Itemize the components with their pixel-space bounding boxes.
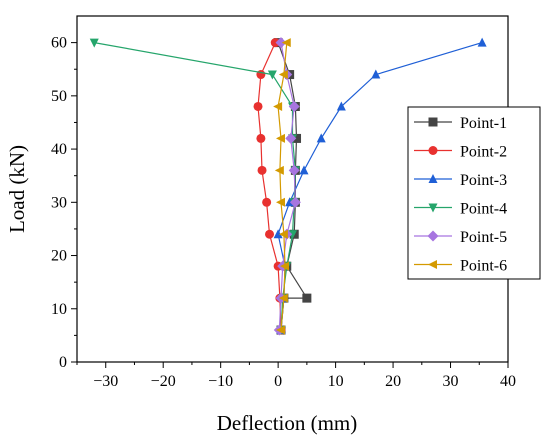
data-point-point-3 bbox=[273, 229, 283, 239]
series-point-6 bbox=[273, 38, 291, 335]
data-point-point-2 bbox=[257, 165, 267, 175]
y-tick-label: 0 bbox=[59, 354, 67, 371]
y-tick-label: 50 bbox=[51, 88, 67, 105]
legend-marker bbox=[428, 146, 438, 155]
legend-label: Point-3 bbox=[460, 172, 507, 189]
y-tick-label: 40 bbox=[51, 141, 67, 158]
series-point-4 bbox=[89, 38, 300, 336]
data-point-point-5 bbox=[275, 37, 287, 49]
legend-label: Point-1 bbox=[460, 115, 507, 132]
legend-marker bbox=[428, 174, 438, 183]
legend-marker bbox=[428, 203, 438, 213]
data-point-point-4 bbox=[267, 70, 277, 80]
series-line-point-2 bbox=[257, 42, 282, 331]
y-tick-label: 60 bbox=[51, 35, 67, 52]
legend-marker bbox=[427, 230, 439, 242]
series-line-point-4 bbox=[94, 42, 297, 331]
data-point-point-3 bbox=[477, 37, 487, 47]
x-tick-label: 40 bbox=[500, 373, 516, 390]
legend-item: Point-4 bbox=[414, 201, 507, 218]
data-point-point-1 bbox=[292, 133, 302, 143]
data-point-point-2 bbox=[253, 101, 263, 111]
data-point-point-3 bbox=[299, 165, 309, 175]
data-point-point-2 bbox=[262, 197, 272, 207]
data-point-point-6 bbox=[276, 133, 286, 143]
axes: −30 −20 −10 0 10 20 30 40 0 10 20 30 40 50 60 bbox=[51, 15, 516, 390]
x-tick-label: 10 bbox=[328, 373, 344, 390]
data-point-point-3 bbox=[316, 133, 326, 143]
x-tick-label: 30 bbox=[443, 373, 459, 390]
legend-label: Point-6 bbox=[460, 258, 507, 275]
x-tick-label: 0 bbox=[274, 373, 282, 390]
series-point-2 bbox=[253, 38, 286, 335]
data-point-point-1 bbox=[302, 293, 312, 303]
legend-item: Point-6 bbox=[414, 258, 507, 275]
legend-marker bbox=[428, 260, 437, 269]
y-axis-title: Load (kN) bbox=[5, 145, 29, 233]
data-point-point-6 bbox=[278, 293, 288, 303]
legend-item: Point-5 bbox=[414, 229, 507, 246]
legend-label: Point-2 bbox=[460, 144, 507, 161]
data-point-point-5 bbox=[289, 196, 301, 208]
data-point-point-4 bbox=[89, 38, 99, 48]
data-point-point-3 bbox=[371, 69, 381, 79]
x-tick-label: −30 bbox=[93, 373, 118, 390]
data-point-point-2 bbox=[265, 229, 275, 239]
data-point-point-6 bbox=[273, 101, 283, 111]
x-tick-label: −10 bbox=[208, 373, 233, 390]
legend-label: Point-5 bbox=[460, 229, 507, 246]
plot-area bbox=[89, 37, 487, 336]
data-point-point-6 bbox=[280, 261, 290, 271]
data-point-point-6 bbox=[276, 197, 286, 207]
x-axis-title: Deflection (mm) bbox=[217, 411, 358, 435]
series-line-point-6 bbox=[277, 42, 288, 331]
series-line-point-5 bbox=[278, 42, 297, 331]
data-point-point-6 bbox=[278, 70, 288, 80]
data-point-point-6 bbox=[281, 38, 291, 48]
data-point-point-5 bbox=[288, 100, 300, 112]
legend-label: Point-4 bbox=[460, 201, 507, 218]
legend-marker bbox=[428, 117, 438, 127]
data-point-point-6 bbox=[278, 229, 288, 239]
x-tick-label: −20 bbox=[151, 373, 176, 390]
legend: Point-1 Point-2 Point-3 Point-4 Point-5 Point… bbox=[407, 106, 541, 280]
data-point-point-5 bbox=[288, 164, 300, 176]
data-point-point-5 bbox=[285, 132, 297, 144]
legend-box bbox=[407, 106, 541, 280]
legend-item: Point-2 bbox=[414, 144, 507, 161]
y-tick-label: 30 bbox=[51, 194, 67, 211]
legend-item: Point-3 bbox=[414, 172, 507, 189]
data-point-point-6 bbox=[274, 165, 284, 175]
x-tick-label: 20 bbox=[385, 373, 401, 390]
data-point-point-2 bbox=[256, 133, 266, 143]
y-tick-label: 10 bbox=[51, 301, 67, 318]
y-tick-label: 20 bbox=[51, 248, 67, 265]
data-point-point-3 bbox=[336, 101, 346, 111]
data-point-point-6 bbox=[276, 325, 286, 335]
legend-item: Point-1 bbox=[414, 115, 507, 132]
data-point-point-2 bbox=[270, 38, 280, 48]
